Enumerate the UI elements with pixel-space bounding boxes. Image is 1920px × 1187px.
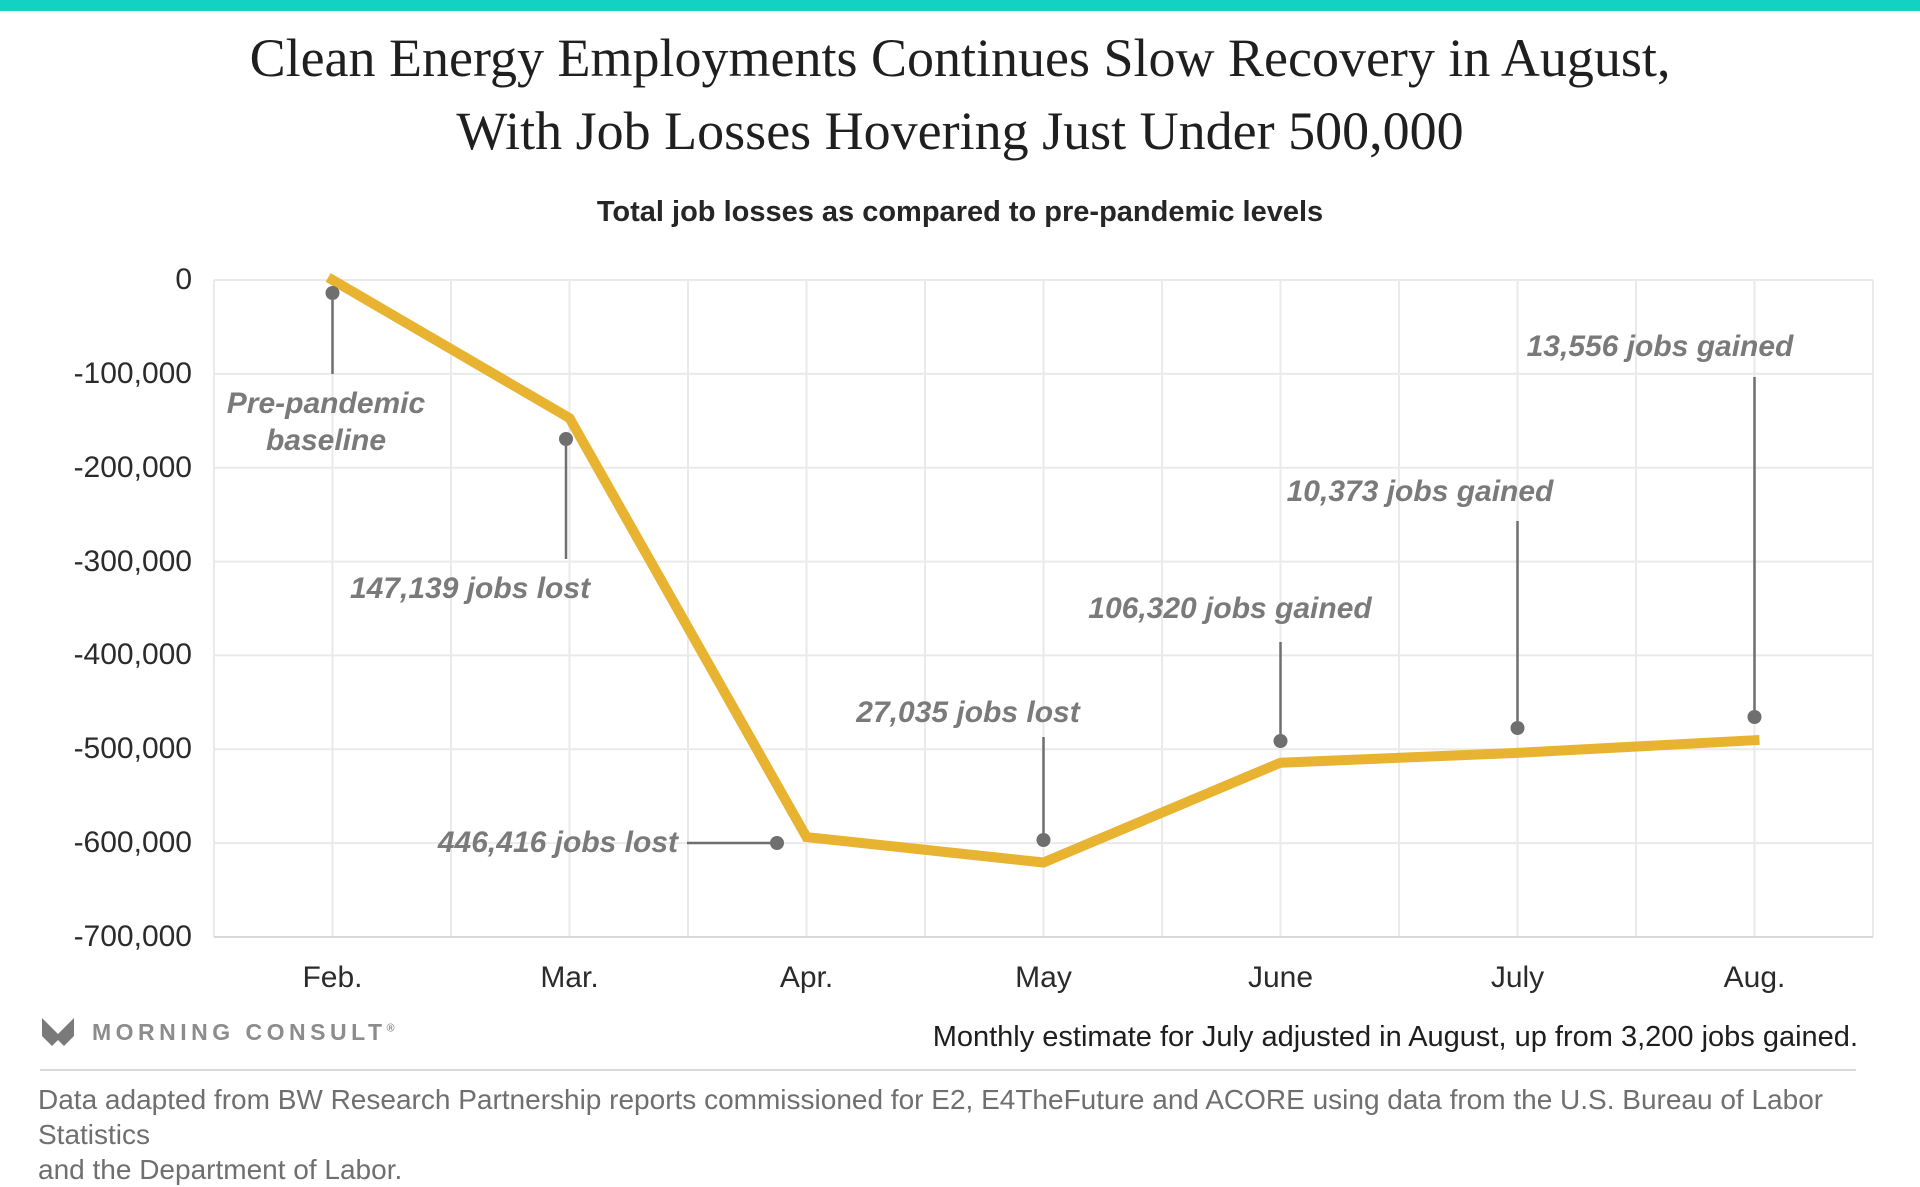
page-title-line2: With Job Losses Hovering Just Under 500,… xyxy=(456,101,1464,161)
annotation-dot xyxy=(770,836,784,850)
y-axis-label: -500,000 xyxy=(73,732,192,766)
annotation-label: 13,556 jobs gained xyxy=(1526,330,1794,363)
source-attribution: Data adapted from BW Research Partnershi… xyxy=(38,1082,1920,1187)
x-axis-label: July xyxy=(1490,961,1545,994)
x-axis-label: Apr. xyxy=(779,961,834,994)
x-axis-label: Aug. xyxy=(1723,961,1786,994)
annotation-label: 27,035 jobs lost xyxy=(856,696,1080,729)
x-axis-label: June xyxy=(1247,961,1314,994)
annotation-dot xyxy=(1273,734,1288,748)
chart-footnote: Monthly estimate for July adjusted in Au… xyxy=(932,1021,1858,1053)
morning-consult-m-icon xyxy=(42,1018,74,1046)
page-title-line1: Clean Energy Employments Continues Slow … xyxy=(249,28,1671,88)
registered-mark: ® xyxy=(386,1021,395,1034)
line-chart: 0 -100,000 -200,000 -300,000 -400,000 -500,00… xyxy=(73,263,1874,994)
page-title: Clean Energy Employments Continues Slow … xyxy=(0,22,1920,168)
y-axis-label: 0 xyxy=(175,263,192,296)
x-axis-label: May xyxy=(1015,961,1072,994)
source-line2: and the Department of Labor. xyxy=(38,1154,403,1185)
y-axis-label: -600,000 xyxy=(73,826,192,860)
annotation-dot xyxy=(1510,721,1525,735)
annotation-label: 106,320 jobs gained xyxy=(1088,592,1372,625)
annotation-dot xyxy=(325,286,340,300)
annotation-label: Pre-pandemic baseline xyxy=(226,387,426,457)
top-accent-bar xyxy=(0,0,1920,11)
y-axis-label: -400,000 xyxy=(73,638,192,672)
y-axis-label: -300,000 xyxy=(73,544,192,578)
annotation-label: 147,139 jobs lost xyxy=(349,572,591,605)
source-line1: Data adapted from BW Research Partnershi… xyxy=(38,1084,1824,1150)
jobs-line-series xyxy=(325,273,1760,868)
annotation-label: 10,373 jobs gained xyxy=(1286,475,1554,508)
annotation-dot xyxy=(559,432,573,446)
y-axis-label: -700,000 xyxy=(73,920,192,953)
y-axis-label: -200,000 xyxy=(73,450,192,484)
x-axis-label: Mar. xyxy=(540,961,599,994)
chart-subtitle: Total job losses as compared to pre-pand… xyxy=(596,196,1324,228)
annotation-label: 446,416 jobs lost xyxy=(437,826,678,859)
annotation-dot xyxy=(1036,833,1051,847)
annotation-dot xyxy=(1747,710,1762,724)
footer-divider xyxy=(40,1069,1856,1071)
morning-consult-logo: MORNING CONSULT® xyxy=(38,1012,395,1052)
y-axis-label: -100,000 xyxy=(73,356,192,390)
morning-consult-wordmark: MORNING CONSULT® xyxy=(92,1018,395,1045)
x-axis-label: Feb. xyxy=(302,961,363,994)
